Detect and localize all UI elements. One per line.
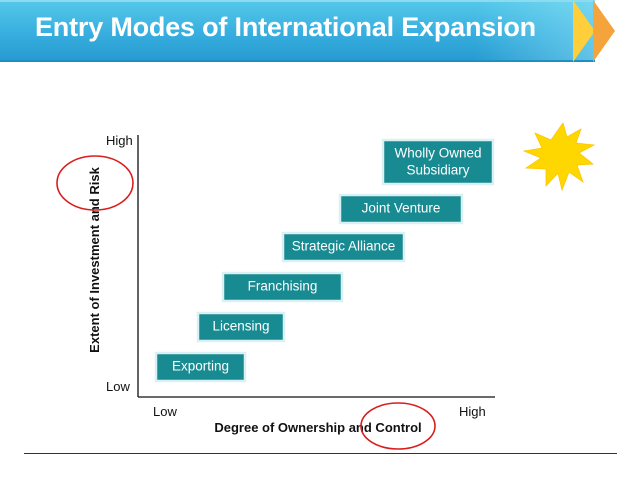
- x-axis-low-label: Low: [153, 404, 177, 419]
- entry-mode-exporting: Exporting: [154, 351, 247, 383]
- entry-mode-franchising: Franchising: [221, 271, 344, 303]
- starburst-icon: [522, 122, 596, 192]
- entry-mode-wholly-owned-subsidiary: Wholly Owned Subsidiary: [381, 138, 495, 186]
- entry-mode-strategic-alliance: Strategic Alliance: [281, 231, 406, 263]
- x-axis-highlight-circle: [360, 402, 436, 450]
- chevron-icon: [573, 0, 595, 62]
- y-axis-low-label: Low: [106, 379, 130, 394]
- entry-mode-label-line-2: Subsidiary: [406, 163, 469, 178]
- slide-title: Entry Modes of International Expansion: [35, 12, 536, 42]
- entry-mode-label-line-1: Wholly Owned: [394, 146, 481, 161]
- x-axis-high-label: High: [459, 404, 486, 419]
- entry-mode-label: Strategic Alliance: [292, 239, 396, 254]
- entry-mode-joint-venture: Joint Venture: [338, 193, 464, 225]
- entry-mode-label: Licensing: [212, 319, 269, 334]
- y-axis-high-label: High: [106, 133, 133, 148]
- chevron-icon: [593, 0, 615, 62]
- y-axis-title: Extent of Investment and Risk: [87, 166, 102, 352]
- entry-mode-label: Franchising: [248, 279, 318, 294]
- bottom-divider: [24, 453, 617, 454]
- entry-mode-licensing: Licensing: [196, 311, 286, 343]
- y-axis-highlight-circle: [56, 155, 134, 211]
- x-axis-title: Degree of Ownership and Control: [214, 420, 421, 435]
- entry-mode-label: Exporting: [172, 359, 229, 374]
- title-bar: [0, 0, 595, 62]
- entry-mode-label: Joint Venture: [362, 201, 441, 216]
